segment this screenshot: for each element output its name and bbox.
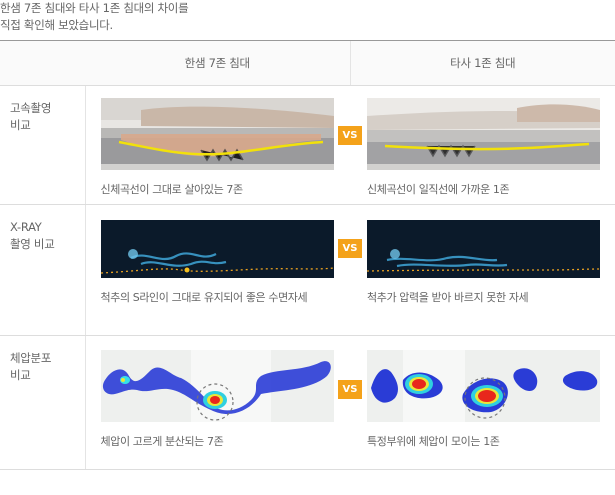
intro-line-2: 직접 확인해 보았습니다. — [0, 18, 113, 32]
pressure-map-1zone — [367, 350, 600, 422]
cell-highspeed-7zone: 신체곡선이 그대로 살아있는 7존 VS — [84, 85, 362, 205]
highspeed-photo-7zone — [100, 98, 334, 170]
cell-pressure-1zone: 특정부위에 체압이 모이는 1존 — [350, 335, 615, 470]
row-label-pressure: 체압분포 비교 — [0, 335, 85, 470]
cell-highspeed-1zone: 신체곡선이 일직선에 가까운 1존 — [350, 85, 615, 205]
caption-xray-1zone: 척추가 압력을 받아 바르지 못한 자세 — [367, 291, 529, 304]
header-other-1zone: 타사 1존 침대 — [349, 40, 615, 86]
header-hanssem-7zone: 한샘 7존 침대 — [85, 40, 350, 86]
row-label-xray: X-RAY 촬영 비교 — [0, 204, 85, 336]
table-row-xray: X-RAY 촬영 비교 척추의 S라인이 그대로 유지되어 좋은 수면자세 VS — [0, 204, 615, 336]
caption-pressure-7zone: 체압이 고르게 분산되는 7존 — [100, 435, 224, 448]
row-label-line1: 고속촬영 — [10, 101, 52, 115]
highspeed-photo-1zone — [367, 98, 600, 170]
caption-highspeed-7zone: 신체곡선이 그대로 살아있는 7존 — [100, 183, 244, 196]
pressure-map-7zone — [100, 350, 334, 422]
table-row-highspeed: 고속촬영 비교 신체곡선이 그대로 살아있는 — [0, 85, 615, 205]
xray-photo-1zone — [367, 220, 600, 278]
vs-badge-xray: VS — [338, 239, 362, 258]
cell-xray-1zone: 척추가 압력을 받아 바르지 못한 자세 — [350, 204, 615, 336]
row-label-line2: 비교 — [10, 118, 31, 132]
intro-line-1: 한샘 7존 침대와 타사 1존 침대의 차이를 — [0, 1, 189, 15]
caption-pressure-1zone: 특정부위에 체압이 모이는 1존 — [367, 435, 500, 448]
row-label-line1: X-RAY — [10, 220, 42, 234]
row-label-line2: 비교 — [10, 368, 31, 382]
cell-pressure-7zone: 체압이 고르게 분산되는 7존 VS — [84, 335, 362, 470]
vs-badge-pressure: VS — [338, 380, 362, 399]
highspeed-photo-1zone-graphic — [367, 98, 600, 170]
vs-badge-highspeed: VS — [338, 126, 362, 145]
comparison-table: 한샘 7존 침대 타사 1존 침대 고속촬영 비교 — [0, 40, 615, 470]
header-blank-cell — [0, 40, 85, 86]
pressure-map-7zone-graphic — [100, 350, 334, 422]
intro-text: 한샘 7존 침대와 타사 1존 침대의 차이를 직접 확인해 보았습니다. — [0, 0, 615, 34]
caption-highspeed-1zone: 신체곡선이 일직선에 가까운 1존 — [367, 183, 510, 196]
row-label-highspeed: 고속촬영 비교 — [0, 85, 85, 205]
table-row-pressure: 체압분포 비교 체압이 고르게 분산되는 7존 VS — [0, 335, 615, 470]
xray-photo-7zone — [100, 220, 334, 278]
xray-photo-7zone-graphic — [100, 220, 334, 278]
caption-xray-7zone: 척추의 S라인이 그대로 유지되어 좋은 수면자세 — [100, 291, 308, 304]
table-header-row: 한샘 7존 침대 타사 1존 침대 — [0, 40, 615, 86]
pressure-map-1zone-graphic — [367, 350, 600, 422]
xray-photo-1zone-graphic — [367, 220, 600, 278]
row-label-line2: 촬영 비교 — [10, 237, 55, 251]
cell-xray-7zone: 척추의 S라인이 그대로 유지되어 좋은 수면자세 VS — [84, 204, 362, 336]
row-label-line1: 체압분포 — [10, 351, 52, 365]
highspeed-photo-7zone-graphic — [100, 98, 334, 170]
